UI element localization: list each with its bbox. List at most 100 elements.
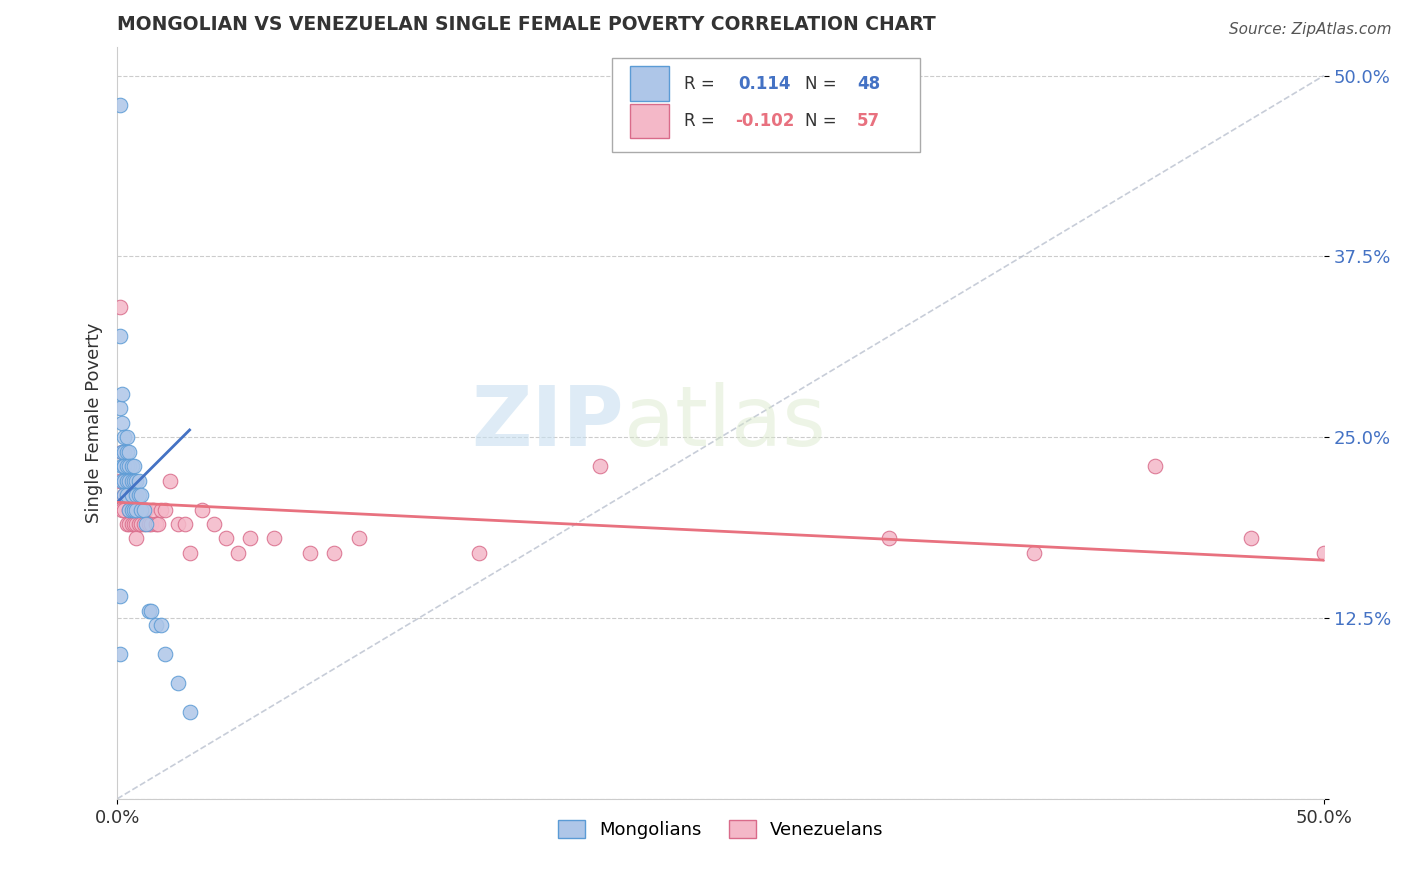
Point: [115, 488, 138, 502]
Point: [131, 502, 153, 516]
Point: [145, 618, 167, 632]
Text: -0.102: -0.102: [735, 112, 794, 130]
Point: [131, 488, 153, 502]
Point: [112, 459, 135, 474]
FancyBboxPatch shape: [630, 103, 669, 138]
Point: [122, 488, 145, 502]
Point: [111, 459, 134, 474]
Point: [111, 502, 134, 516]
Point: [121, 516, 143, 531]
Text: ZIP: ZIP: [471, 383, 624, 463]
Point: [121, 502, 143, 516]
Point: [1313, 546, 1336, 560]
Point: [115, 474, 138, 488]
Text: R =: R =: [685, 75, 716, 93]
Point: [122, 474, 145, 488]
Point: [128, 488, 150, 502]
Point: [108, 300, 131, 314]
Point: [115, 444, 138, 458]
Point: [108, 401, 131, 416]
Point: [128, 516, 150, 531]
Point: [118, 516, 141, 531]
Point: [125, 474, 148, 488]
Y-axis label: Single Female Poverty: Single Female Poverty: [86, 323, 103, 523]
Point: [468, 546, 491, 560]
Point: [179, 546, 201, 560]
Point: [132, 502, 155, 516]
Point: [125, 488, 148, 502]
Point: [128, 474, 150, 488]
Point: [112, 488, 135, 502]
Point: [226, 546, 249, 560]
Point: [122, 459, 145, 474]
Legend: Mongolians, Venezuelans: Mongolians, Venezuelans: [550, 813, 891, 847]
Point: [190, 502, 212, 516]
Text: 48: 48: [856, 75, 880, 93]
Point: [1240, 532, 1263, 546]
Point: [131, 516, 153, 531]
Text: 57: 57: [856, 112, 880, 130]
Point: [118, 502, 141, 516]
Point: [112, 444, 135, 458]
Point: [149, 502, 172, 516]
Point: [347, 532, 370, 546]
Point: [121, 488, 143, 502]
Point: [202, 516, 225, 531]
Point: [179, 705, 201, 719]
Point: [111, 474, 134, 488]
Point: [118, 474, 141, 488]
Text: MONGOLIAN VS VENEZUELAN SINGLE FEMALE POVERTY CORRELATION CHART: MONGOLIAN VS VENEZUELAN SINGLE FEMALE PO…: [117, 15, 936, 34]
Point: [138, 516, 160, 531]
Point: [115, 459, 138, 474]
Point: [159, 474, 181, 488]
Point: [128, 502, 150, 516]
Point: [118, 444, 141, 458]
Point: [108, 474, 131, 488]
Text: N =: N =: [806, 75, 837, 93]
Point: [215, 532, 238, 546]
Point: [121, 474, 143, 488]
Point: [132, 502, 155, 516]
Point: [118, 474, 141, 488]
Text: Source: ZipAtlas.com: Source: ZipAtlas.com: [1229, 22, 1392, 37]
Point: [112, 488, 135, 502]
Point: [108, 590, 131, 604]
Text: atlas: atlas: [624, 383, 825, 463]
Point: [1024, 546, 1046, 560]
Point: [125, 502, 148, 516]
Point: [166, 516, 188, 531]
Point: [131, 502, 153, 516]
Point: [111, 387, 134, 401]
Text: 0.114: 0.114: [738, 75, 792, 93]
Text: N =: N =: [806, 112, 837, 130]
Point: [299, 546, 322, 560]
Point: [263, 532, 285, 546]
Point: [111, 444, 134, 458]
Point: [115, 516, 138, 531]
Point: [112, 430, 135, 444]
Point: [112, 459, 135, 474]
Point: [138, 604, 160, 618]
Point: [149, 618, 172, 632]
Point: [879, 532, 901, 546]
Point: [125, 516, 148, 531]
Point: [118, 502, 141, 516]
Point: [108, 329, 131, 343]
Point: [118, 459, 141, 474]
Point: [135, 516, 157, 531]
Point: [121, 459, 143, 474]
Point: [108, 97, 131, 112]
Point: [125, 532, 148, 546]
Point: [139, 516, 162, 531]
FancyBboxPatch shape: [630, 66, 669, 101]
Point: [112, 474, 135, 488]
Point: [112, 502, 135, 516]
Point: [121, 488, 143, 502]
Point: [122, 502, 145, 516]
Point: [135, 502, 157, 516]
Point: [111, 416, 134, 430]
Point: [323, 546, 346, 560]
Point: [131, 502, 153, 516]
Point: [166, 676, 188, 690]
Point: [145, 516, 167, 531]
